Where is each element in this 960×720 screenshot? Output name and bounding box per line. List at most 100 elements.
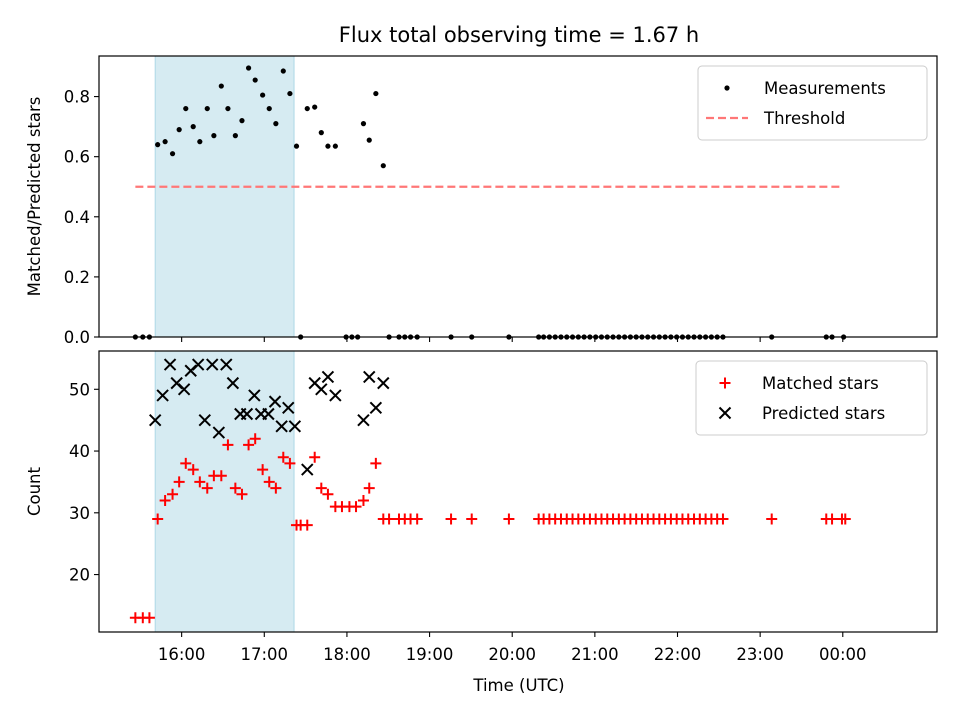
measurement-point — [366, 137, 372, 143]
matched-point — [826, 513, 838, 525]
chart-title: Flux total observing time = 1.67 h — [339, 23, 699, 47]
matched-point — [270, 482, 282, 494]
matched-point — [309, 451, 321, 463]
legend-label: Threshold — [763, 109, 845, 128]
measurement-point — [197, 139, 203, 145]
matched-point — [363, 482, 375, 494]
measurement-point — [162, 139, 168, 145]
matched-point — [159, 494, 171, 506]
measurement-point — [204, 105, 210, 112]
matched-point — [350, 501, 362, 513]
matched-point — [383, 513, 395, 525]
predicted-point — [315, 383, 328, 396]
predicted-point — [377, 376, 390, 390]
measurement-point — [304, 105, 310, 112]
predicted-point — [248, 389, 261, 402]
predicted-point — [268, 395, 282, 408]
matched-point — [173, 476, 185, 488]
legend-label: Predicted stars — [762, 404, 885, 423]
matched-point — [839, 513, 851, 525]
y-tick-label: 0.4 — [64, 208, 90, 227]
x-tick-label: 17:00 — [241, 645, 289, 664]
x-tick-label: 20:00 — [488, 645, 536, 664]
y-tick-label: 20 — [69, 566, 90, 585]
legend-marker — [719, 377, 731, 389]
panel-top: 0.0 0.2 0.4 0.6 0.8 Matched/Predicted stars Me… — [25, 55, 938, 347]
matched-point — [143, 612, 155, 624]
y-axis-label-top: Matched/Predicted stars — [25, 97, 44, 297]
matched-point — [717, 513, 729, 525]
matched-point — [445, 513, 457, 525]
legend-marker — [718, 406, 732, 420]
matched-point — [766, 513, 778, 525]
matched-point — [411, 513, 423, 525]
series-predicted-stars — [148, 358, 390, 476]
highlight-span — [154, 350, 295, 633]
legend-label: Matched stars — [762, 374, 879, 393]
legend-top: Measurements Threshold — [697, 65, 928, 141]
predicted-point — [301, 463, 314, 476]
predicted-point — [357, 413, 370, 427]
x-tick-label: 22:00 — [654, 645, 702, 664]
axes-frame-top — [98, 55, 938, 338]
matched-point — [236, 488, 248, 500]
predicted-point — [156, 389, 169, 402]
measurement-point — [239, 118, 245, 124]
measurement-point — [176, 127, 182, 133]
x-tick-label: 00:00 — [819, 645, 867, 664]
predicted-point — [163, 358, 177, 371]
matched-point — [194, 476, 206, 488]
predicted-point — [198, 413, 211, 427]
measurement-point — [373, 90, 379, 97]
predicted-point — [240, 407, 254, 421]
measurement-point — [211, 133, 217, 139]
x-axis-label: Time (UTC) — [472, 676, 564, 695]
measurement-point — [318, 130, 324, 136]
y-tick-label: 0.0 — [64, 328, 90, 347]
predicted-point — [282, 401, 295, 415]
matched-point — [277, 451, 289, 463]
predicted-point — [321, 370, 335, 384]
matched-point — [222, 439, 234, 451]
measurement-point — [280, 68, 286, 74]
matched-point — [322, 488, 334, 500]
axes-frame-bottom — [98, 350, 938, 633]
matched-point — [243, 439, 255, 451]
measurement-point — [293, 143, 300, 149]
matched-point — [167, 488, 179, 500]
matched-point — [215, 470, 227, 482]
predicted-point — [148, 413, 162, 427]
highlight-span — [154, 55, 295, 338]
predicted-point — [363, 370, 376, 384]
x-tick-label: 23:00 — [736, 645, 784, 664]
matched-point — [229, 482, 241, 494]
predicted-point — [177, 383, 191, 396]
predicted-point — [262, 407, 275, 421]
measurement-point — [287, 90, 293, 97]
measurement-point — [225, 105, 231, 112]
measurement-point — [252, 77, 258, 83]
y-axis-label-bottom: Count — [25, 466, 44, 516]
matched-point — [284, 457, 296, 469]
measurement-point — [380, 163, 386, 169]
measurement-point — [360, 121, 367, 127]
measurement-point — [169, 151, 176, 157]
x-tick-label: 19:00 — [406, 645, 454, 664]
measurement-point — [312, 104, 318, 110]
matched-point — [152, 513, 164, 525]
y-tick-label: 0.2 — [64, 268, 90, 287]
legend-marker — [724, 85, 730, 91]
measurement-point — [183, 105, 189, 112]
matched-point — [257, 464, 269, 476]
predicted-point — [226, 376, 240, 390]
y-tick-label: 40 — [69, 442, 90, 461]
y-tick-label: 30 — [69, 504, 90, 523]
predicted-point — [206, 358, 219, 371]
measurement-point — [266, 105, 272, 112]
x-tick-label: 18:00 — [323, 645, 371, 664]
panel-bottom: 20 30 40 50 16:00 17:00 18:00 19:00 20:00 21:00 22… — [25, 350, 938, 664]
matched-point — [466, 513, 478, 525]
measurement-point — [232, 133, 238, 139]
measurement-point — [273, 121, 279, 127]
